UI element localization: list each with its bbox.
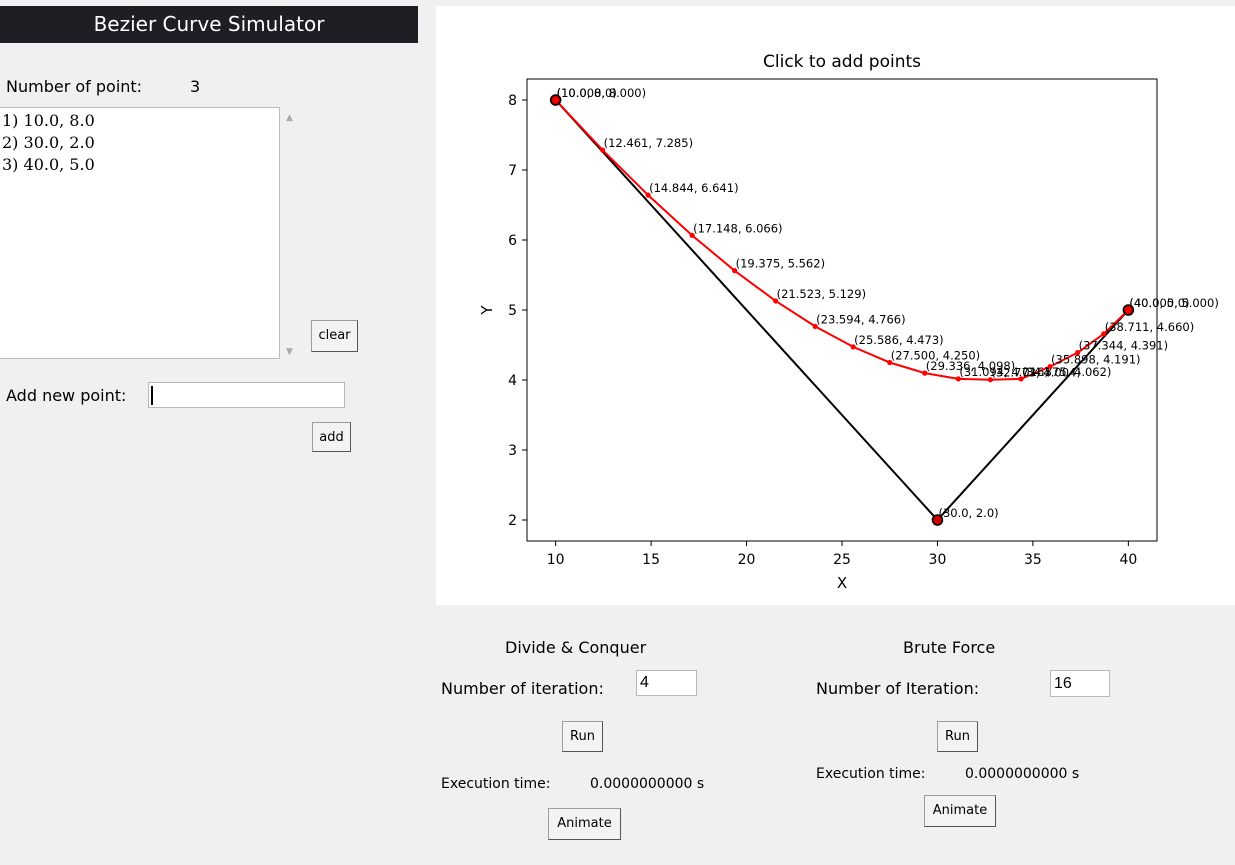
- curve-point: [1101, 331, 1107, 337]
- bf-title: Brute Force: [903, 638, 996, 657]
- curve-point: [600, 147, 606, 153]
- curve-point: [773, 298, 779, 304]
- curve-point: [887, 359, 893, 366]
- curve-point-label: (23.594, 4.766): [816, 312, 905, 326]
- curve-point: [1125, 307, 1131, 313]
- y-tick-label: 3: [508, 443, 517, 459]
- dc-time-value: 0.0000000000 s: [590, 776, 705, 792]
- y-tick-label: 7: [508, 163, 517, 179]
- bf-iteration-label: Number of Iteration:: [816, 679, 980, 698]
- bf-animate-button[interactable]: Animate: [924, 795, 996, 827]
- curve-point-label: (21.523, 5.129): [777, 287, 866, 301]
- bf-time-label: Execution time:: [816, 766, 926, 782]
- curve-point: [689, 232, 695, 238]
- curve-point-label: (17.148, 6.066): [693, 221, 782, 235]
- control-point-label: (30.0, 2.0): [938, 506, 998, 520]
- list-item[interactable]: 1) 10.0, 8.0: [2, 111, 95, 130]
- bf-time-value: 0.0000000000 s: [965, 766, 1080, 782]
- scroll-up-icon[interactable]: ▲: [286, 113, 293, 123]
- curve-point-label: (14.844, 6.641): [649, 181, 738, 195]
- y-tick-label: 4: [508, 373, 517, 389]
- y-tick-label: 8: [508, 93, 517, 109]
- curve-point: [1075, 350, 1081, 356]
- x-tick-label: 20: [738, 552, 756, 568]
- dc-title: Divide & Conquer: [505, 638, 647, 657]
- curve-point: [1018, 376, 1024, 382]
- curve-point: [850, 344, 856, 350]
- clear-button[interactable]: clear: [311, 320, 358, 352]
- point-count-label: Number of point:: [6, 77, 143, 96]
- curve-point-label: (35.898, 4.191): [1051, 353, 1140, 367]
- curve-point: [955, 376, 961, 382]
- dc-run-button[interactable]: Run: [562, 721, 603, 752]
- add-button[interactable]: add: [312, 422, 351, 452]
- bf-iteration-input[interactable]: [1050, 670, 1110, 697]
- points-listbox[interactable]: 1) 10.0, 8.0 2) 30.0, 2.0 3) 40.0, 5.0: [0, 107, 280, 359]
- plot-panel[interactable]: Click to add points X Y 10 15 20 25 30 35 40 2 3 4 5 6…: [436, 6, 1235, 605]
- curve-point-label: (32.773, 4.004): [991, 366, 1080, 380]
- x-tick-label: 15: [642, 552, 660, 568]
- y-tick-label: 6: [508, 233, 517, 249]
- curve-point-label: (31.094, 4.016): [959, 365, 1048, 379]
- curve-point-label: (38.711, 4.660): [1105, 320, 1194, 334]
- curve-point: [1047, 364, 1053, 370]
- point-count-value: 3: [190, 77, 201, 96]
- curve-point: [553, 97, 559, 103]
- scroll-down-icon[interactable]: ▼: [286, 347, 293, 357]
- curve-point: [922, 370, 928, 376]
- y-tick-label: 5: [508, 303, 517, 319]
- curve-point-label: (10.000, 8.000): [557, 86, 646, 100]
- control-point: [931, 514, 944, 526]
- bezier-chart[interactable]: Click to add points X Y 10 15 20 25 30 35 40 2 3 4 5 6…: [436, 6, 1235, 605]
- bf-run-button[interactable]: Run: [937, 721, 978, 752]
- curve-point-label: (34.375, 4.062): [1022, 365, 1111, 379]
- curve-point-label: (37.344, 4.391): [1079, 339, 1168, 353]
- x-axis-label: X: [837, 574, 847, 592]
- x-tick-label: 25: [833, 552, 851, 568]
- x-tick-label: 30: [929, 552, 947, 568]
- curve-point: [987, 377, 993, 383]
- x-tick-label: 10: [547, 552, 565, 568]
- dc-time-label: Execution time:: [441, 776, 551, 792]
- add-point-label: Add new point:: [6, 386, 127, 405]
- list-item[interactable]: 2) 30.0, 2.0: [2, 133, 95, 152]
- list-item[interactable]: 3) 40.0, 5.0: [2, 155, 95, 174]
- y-axis-label: Y: [478, 305, 496, 316]
- control-point-label: (40.0, 5.0): [1129, 296, 1189, 310]
- curve-point-label: (40.000, 5.000): [1129, 296, 1218, 310]
- x-tick-label: 40: [1119, 552, 1137, 568]
- plot-area: [526, 78, 1158, 542]
- chart-title: Click to add points: [763, 52, 921, 72]
- control-point-label: (10.0, 8.0): [557, 86, 617, 100]
- dc-animate-button[interactable]: Animate: [548, 808, 621, 840]
- curve-point: [812, 323, 818, 329]
- curve-point-label: (27.500, 4.250): [891, 349, 980, 363]
- dc-iteration-input[interactable]: [636, 670, 697, 696]
- text-cursor: [151, 386, 153, 405]
- curve-point-label: (29.336, 4.098): [926, 359, 1015, 373]
- y-tick-label: 2: [508, 513, 517, 529]
- dc-iteration-label: Number of iteration:: [441, 679, 604, 698]
- list-scrollbar[interactable]: ▲ ▼: [282, 107, 300, 359]
- curve-point: [732, 268, 738, 274]
- app-title: Bezier Curve Simulator: [0, 6, 418, 43]
- curve-point: [645, 192, 651, 198]
- curve-point-label: (25.586, 4.473): [854, 333, 943, 347]
- add-point-input[interactable]: [148, 382, 345, 408]
- x-tick-label: 35: [1024, 552, 1042, 568]
- curve-point-label: (12.461, 7.285): [604, 136, 693, 150]
- curve-point-label: (19.375, 5.562): [736, 257, 825, 271]
